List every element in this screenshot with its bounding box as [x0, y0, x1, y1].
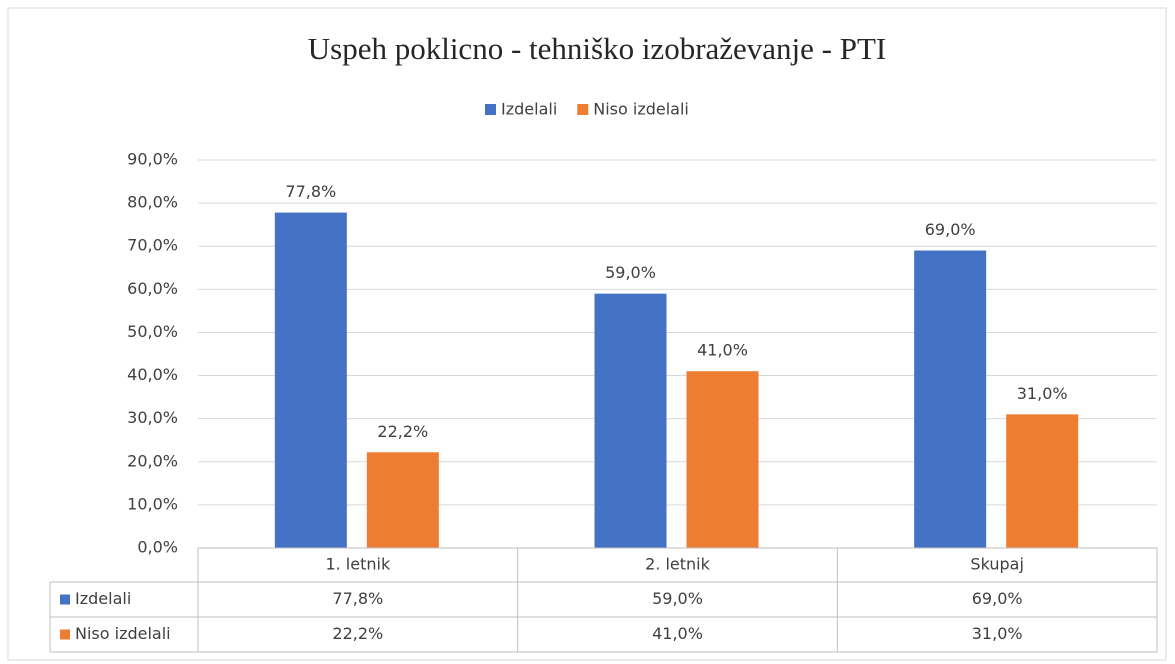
data-label: 22,2%	[377, 422, 428, 441]
table-legend-swatch	[60, 594, 70, 605]
bar	[366, 452, 439, 548]
y-tick-label: 10,0%	[127, 494, 178, 513]
table-row-header: Izdelali	[75, 589, 131, 608]
legend-swatch	[577, 104, 589, 115]
legend-label: Niso izdelali	[593, 100, 689, 119]
data-label: 41,0%	[697, 341, 748, 360]
y-tick-label: 30,0%	[127, 408, 178, 427]
y-tick-label: 50,0%	[127, 322, 178, 341]
data-label: 59,0%	[605, 263, 656, 282]
bar	[686, 371, 759, 548]
bar	[594, 293, 667, 548]
table-cell: 41,0%	[652, 624, 703, 643]
table-row-header: Niso izdelali	[75, 624, 171, 643]
table-cell: 69,0%	[972, 589, 1023, 608]
y-tick-label: 40,0%	[127, 365, 178, 384]
bar	[274, 212, 347, 548]
table-cell: 31,0%	[972, 624, 1023, 643]
legend-label: Izdelali	[501, 100, 557, 119]
chart-title: Uspeh poklicno - tehniško izobraževanje …	[308, 31, 887, 66]
y-tick-label: 80,0%	[127, 193, 178, 212]
bar	[914, 250, 987, 549]
table-legend-swatch	[60, 629, 70, 640]
table-cell: 59,0%	[652, 589, 703, 608]
y-tick-label: 60,0%	[127, 279, 178, 298]
table-cell: 77,8%	[332, 589, 383, 608]
data-label: 69,0%	[925, 220, 976, 239]
table-cell: 22,2%	[332, 624, 383, 643]
y-tick-label: 0,0%	[137, 538, 178, 557]
data-label: 31,0%	[1017, 384, 1068, 403]
y-tick-label: 90,0%	[127, 150, 178, 169]
bar	[1006, 414, 1079, 548]
legend-swatch	[485, 104, 496, 115]
x-tick-label: 2. letnik	[645, 555, 711, 574]
y-tick-label: 20,0%	[127, 451, 178, 470]
y-tick-label: 70,0%	[127, 236, 178, 255]
data-label: 77,8%	[285, 182, 336, 201]
x-tick-label: Skupaj	[970, 555, 1023, 574]
x-tick-label: 1. letnik	[325, 555, 391, 574]
